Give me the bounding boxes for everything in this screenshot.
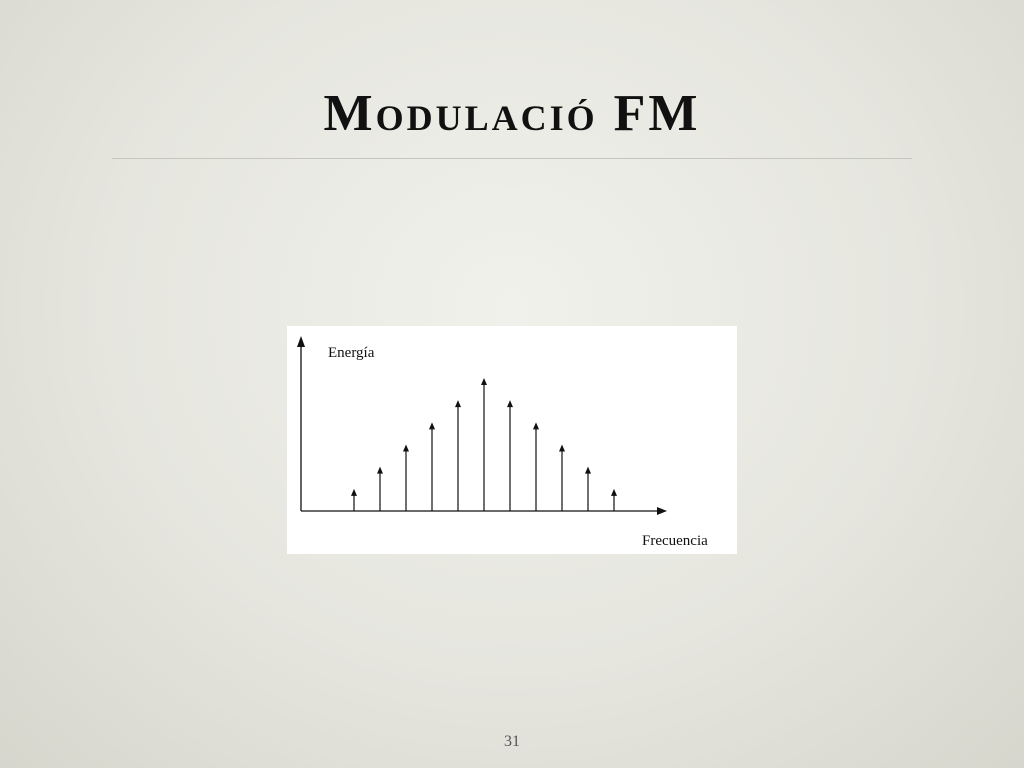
spectral-line-arrow-icon [507, 400, 513, 408]
spectral-line-arrow-icon [455, 400, 461, 408]
spectral-line-arrow-icon [533, 422, 539, 430]
x-axis-arrow-icon [657, 507, 667, 515]
spectral-line-arrow-icon [611, 488, 617, 496]
y-axis-label: Energía [328, 345, 375, 361]
spectral-line-arrow-icon [429, 422, 435, 430]
spectral-line-arrow-icon [559, 444, 565, 452]
spectral-line-arrow-icon [377, 466, 383, 474]
fm-spectrum-diagram: Energía Frecuencia [297, 336, 708, 549]
spectral-line-arrow-icon [403, 444, 409, 452]
spectral-line-arrow-icon [481, 378, 487, 385]
x-axis-label: Frecuencia [642, 533, 708, 549]
fm-spectrum-figure: Energía Frecuencia [287, 326, 737, 554]
slide-title: Modulació FM [323, 85, 701, 142]
y-axis-arrow-icon [297, 336, 305, 347]
spectral-line-arrow-icon [585, 466, 591, 474]
title-divider [112, 158, 912, 159]
spectral-lines-group [351, 378, 617, 511]
page-number: 31 [504, 733, 520, 750]
spectral-line-arrow-icon [351, 488, 357, 496]
